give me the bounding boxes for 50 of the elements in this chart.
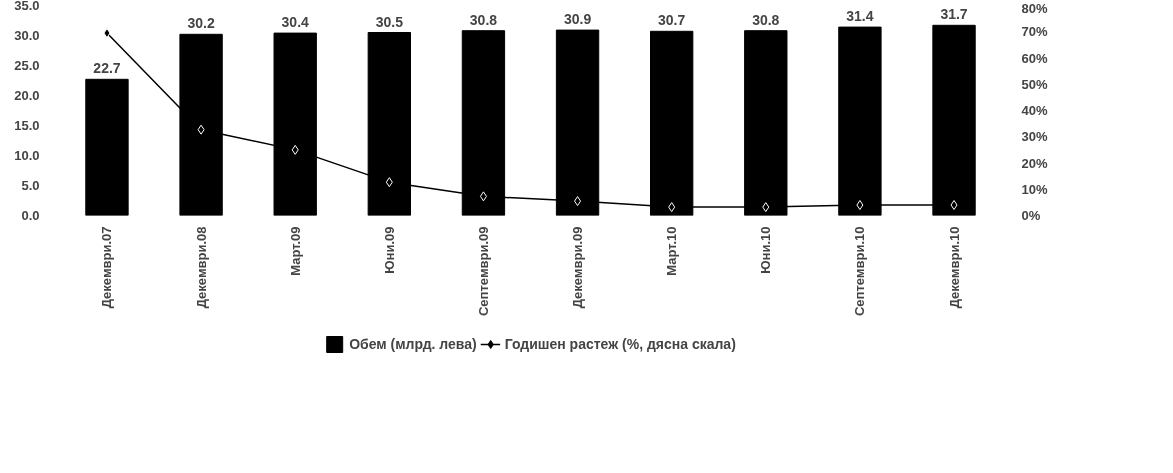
- point: [950, 200, 958, 210]
- y2-tick-label: 30%: [1021, 129, 1048, 145]
- y-tick-label: 0.0: [21, 208, 40, 223]
- y-tick-label: 25.0: [14, 58, 40, 73]
- y2-tick-label: 20%: [1021, 155, 1048, 171]
- y-tick-label: 5.0: [21, 178, 40, 193]
- legend-label: Обем (млрд. лева): [349, 336, 477, 352]
- x-tick-label: Юни.09: [381, 226, 397, 274]
- bar: [85, 78, 129, 216]
- data-label: 22.7: [93, 60, 121, 77]
- x-tick-label: Март.10: [664, 226, 680, 276]
- y2-tick-label: 10%: [1021, 181, 1048, 197]
- data-label: 30.5: [375, 13, 404, 30]
- y-tick-label: 20.0: [14, 88, 40, 103]
- point: [385, 177, 393, 188]
- point: [291, 144, 299, 155]
- data-label: 30.8: [469, 11, 498, 28]
- point: [856, 200, 864, 210]
- x-tick-label: Декември.08: [193, 226, 209, 309]
- x-tick-label: Декември.07: [99, 226, 115, 309]
- y-tick-label: 30.0: [14, 28, 40, 43]
- y2-tick-label: 70%: [1021, 24, 1048, 40]
- data-label: 30.4: [281, 14, 310, 31]
- x-tick-label: Септември.10: [852, 226, 868, 317]
- data-label: 30.2: [187, 15, 215, 32]
- x-tick-label: Септември.09: [475, 226, 491, 317]
- data-label: 30.7: [658, 12, 686, 29]
- y2-tick-label: 50%: [1021, 76, 1048, 92]
- y2-tick-label: 0%: [1021, 208, 1041, 223]
- x-tick-label: Юни.10: [758, 226, 774, 274]
- y2-tick-label: 80%: [1021, 0, 1048, 16]
- data-label: 30.9: [563, 11, 592, 28]
- data-label: 30.8: [752, 11, 780, 28]
- point: [762, 202, 770, 213]
- x-tick-label: Декември.09: [570, 226, 586, 309]
- point: [103, 28, 111, 39]
- point: [574, 196, 582, 207]
- x-tick-label: Декември.10: [946, 226, 962, 309]
- x-tick-label: Март.09: [287, 226, 303, 276]
- point: [197, 124, 205, 135]
- point: [668, 202, 676, 213]
- y2-tick-label: 40%: [1021, 103, 1048, 118]
- y-tick-label: 10.0: [14, 148, 40, 163]
- data-label: 31.4: [846, 8, 874, 25]
- data-label: 31.7: [940, 6, 968, 23]
- legend-label: Годишен растеж (%, дясна скала): [504, 336, 736, 352]
- y-tick-label: 15.0: [14, 118, 40, 133]
- point: [479, 191, 487, 202]
- y-tick-label: 35.0: [14, 0, 40, 13]
- y2-tick-label: 60%: [1021, 50, 1048, 66]
